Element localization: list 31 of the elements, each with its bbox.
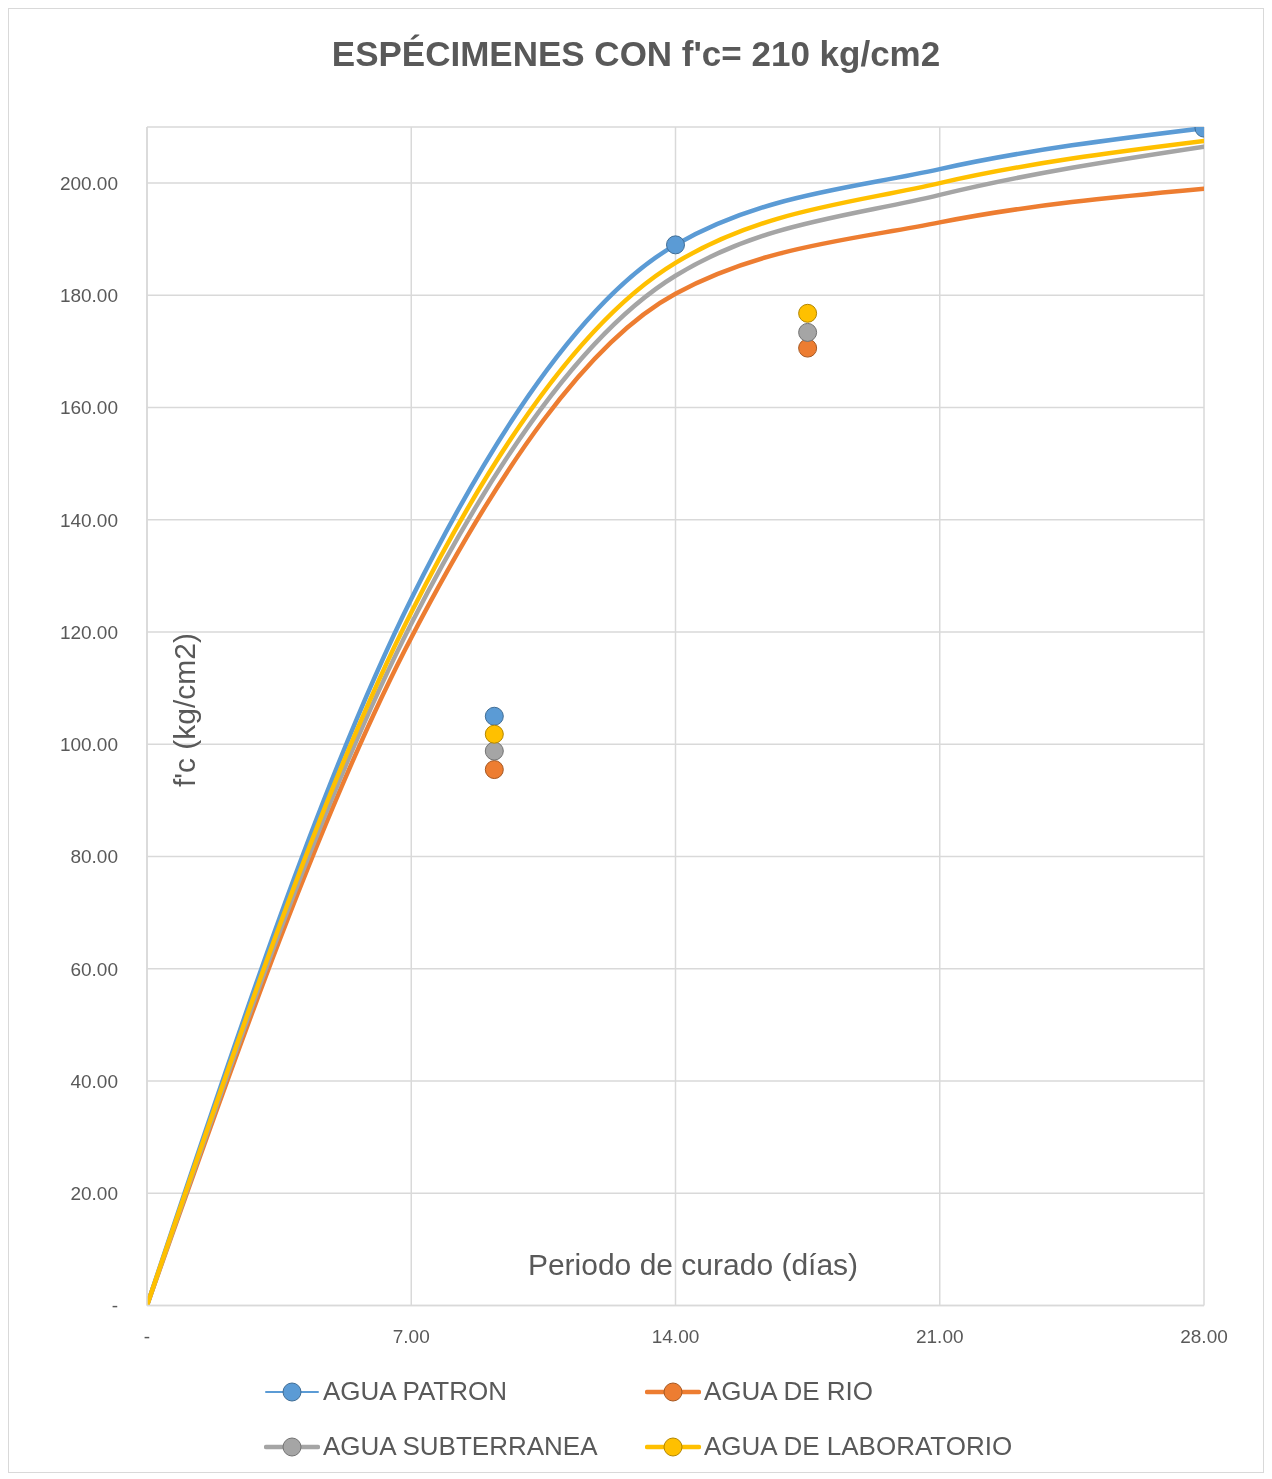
x-tick-label: 14.00 xyxy=(651,1325,700,1347)
x-axis-title: Periodo de curado (días) xyxy=(527,1248,859,1282)
x-tick-label: 21.00 xyxy=(915,1325,964,1347)
y-tick-label: 100.00 xyxy=(59,734,118,756)
y-tick-label: - xyxy=(111,1295,118,1317)
chart-title: ESPÉCIMENES CON f'c= 210 kg/cm2 xyxy=(330,33,942,75)
y-tick-label: 120.00 xyxy=(59,621,118,643)
y-axis-title: f'c (kg/cm2) xyxy=(168,632,202,788)
legend-label: AGUA DE LABORATORIO xyxy=(704,1431,1013,1462)
x-tick-label: - xyxy=(143,1325,151,1347)
point xyxy=(798,303,818,323)
x-tick-label: 7.00 xyxy=(392,1325,430,1347)
y-tick-label: 40.00 xyxy=(70,1070,118,1092)
x-tick-label: 28.00 xyxy=(1180,1325,1228,1347)
y-tick-label: 200.00 xyxy=(59,172,118,194)
point xyxy=(666,235,685,255)
legend-label: AGUA SUBTERRANEA xyxy=(323,1431,598,1462)
y-tick-label: 160.00 xyxy=(59,397,118,419)
y-tick-label: 140.00 xyxy=(59,509,118,531)
point xyxy=(484,706,504,726)
y-tick-label: 60.00 xyxy=(70,958,118,980)
point xyxy=(798,322,818,342)
point xyxy=(484,741,504,761)
legend-label: AGUA DE RIO xyxy=(704,1376,874,1407)
y-tick-label: 80.00 xyxy=(70,846,118,868)
y-tick-label: 180.00 xyxy=(59,285,118,307)
point xyxy=(484,724,504,744)
point xyxy=(798,338,818,358)
legend-label: AGUA PATRON xyxy=(323,1376,507,1407)
y-tick-label: 20.00 xyxy=(70,1183,118,1205)
point xyxy=(484,760,504,780)
